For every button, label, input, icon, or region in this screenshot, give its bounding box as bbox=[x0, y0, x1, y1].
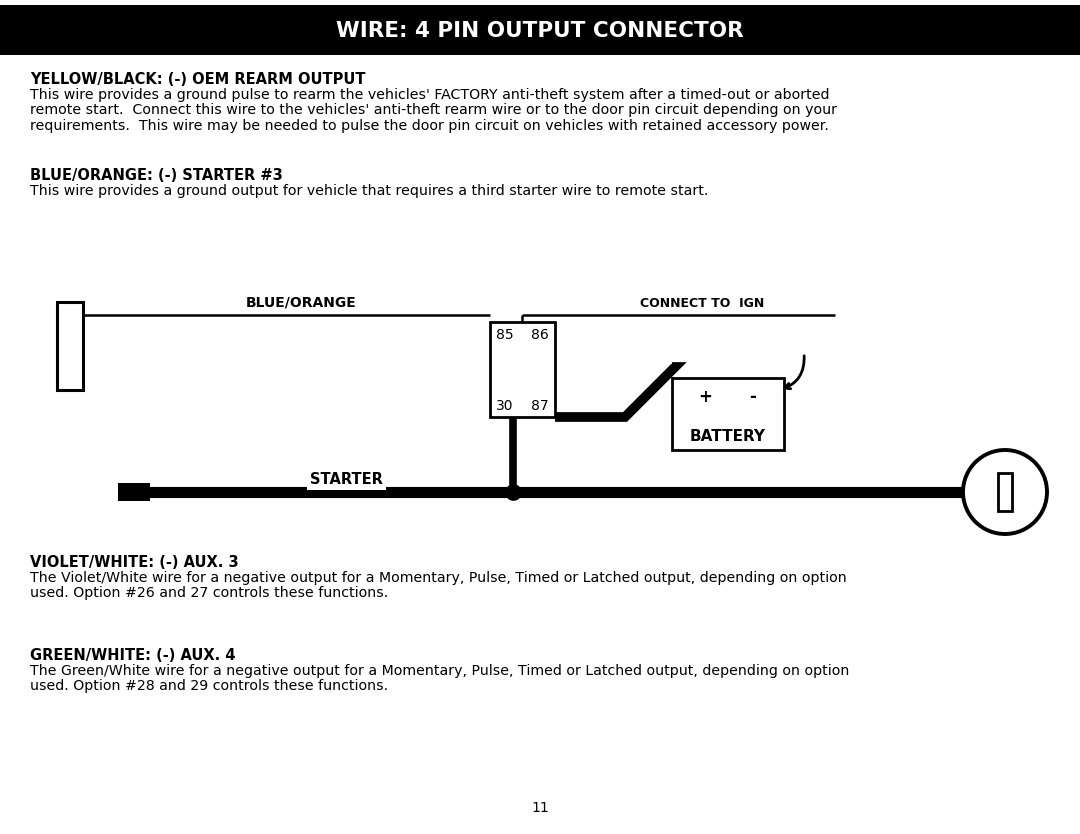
Text: remote start.  Connect this wire to the vehicles' anti-theft rearm wire or to th: remote start. Connect this wire to the v… bbox=[30, 103, 837, 118]
Text: WIRE: 4 PIN OUTPUT CONNECTOR: WIRE: 4 PIN OUTPUT CONNECTOR bbox=[336, 21, 744, 41]
Bar bbox=[0, 5, 1080, 55]
Text: BLUE/ORANGE: (-) STARTER #3: BLUE/ORANGE: (-) STARTER #3 bbox=[30, 168, 283, 183]
Text: VIOLET/WHITE: (-) AUX. 3: VIOLET/WHITE: (-) AUX. 3 bbox=[30, 555, 239, 570]
Text: 30: 30 bbox=[496, 399, 513, 413]
Text: STARTER: STARTER bbox=[310, 472, 383, 487]
Text: 85: 85 bbox=[496, 328, 514, 342]
Bar bbox=[998, 473, 1012, 511]
Text: GREEN/WHITE: (-) AUX. 4: GREEN/WHITE: (-) AUX. 4 bbox=[30, 648, 235, 663]
Bar bbox=[490, 322, 555, 417]
Bar bbox=[57, 302, 83, 390]
Text: YELLOW/BLACK: (-) OEM REARM OUTPUT: YELLOW/BLACK: (-) OEM REARM OUTPUT bbox=[30, 72, 365, 87]
Text: 86: 86 bbox=[531, 328, 549, 342]
Text: 11: 11 bbox=[531, 801, 549, 815]
Text: +: + bbox=[699, 388, 713, 406]
Bar bbox=[118, 483, 150, 501]
Text: The Green/White wire for a negative output for a Momentary, Pulse, Timed or Latc: The Green/White wire for a negative outp… bbox=[30, 664, 849, 678]
Text: CONNECT TO  IGN: CONNECT TO IGN bbox=[640, 297, 765, 310]
Text: used. Option #26 and 27 controls these functions.: used. Option #26 and 27 controls these f… bbox=[30, 586, 388, 600]
Text: requirements.  This wire may be needed to pulse the door pin circuit on vehicles: requirements. This wire may be needed to… bbox=[30, 119, 828, 133]
Text: BLUE/ORANGE: BLUE/ORANGE bbox=[246, 296, 356, 310]
Bar bbox=[672, 378, 784, 450]
Text: used. Option #28 and 29 controls these functions.: used. Option #28 and 29 controls these f… bbox=[30, 680, 388, 693]
Text: -: - bbox=[750, 388, 756, 406]
Text: BATTERY: BATTERY bbox=[690, 429, 766, 444]
Text: The Violet/White wire for a negative output for a Momentary, Pulse, Timed or Lat: The Violet/White wire for a negative out… bbox=[30, 571, 847, 585]
Text: This wire provides a ground output for vehicle that requires a third starter wir: This wire provides a ground output for v… bbox=[30, 184, 708, 198]
Text: 87: 87 bbox=[531, 399, 549, 413]
Text: This wire provides a ground pulse to rearm the vehicles' FACTORY anti-theft syst: This wire provides a ground pulse to rea… bbox=[30, 88, 829, 102]
